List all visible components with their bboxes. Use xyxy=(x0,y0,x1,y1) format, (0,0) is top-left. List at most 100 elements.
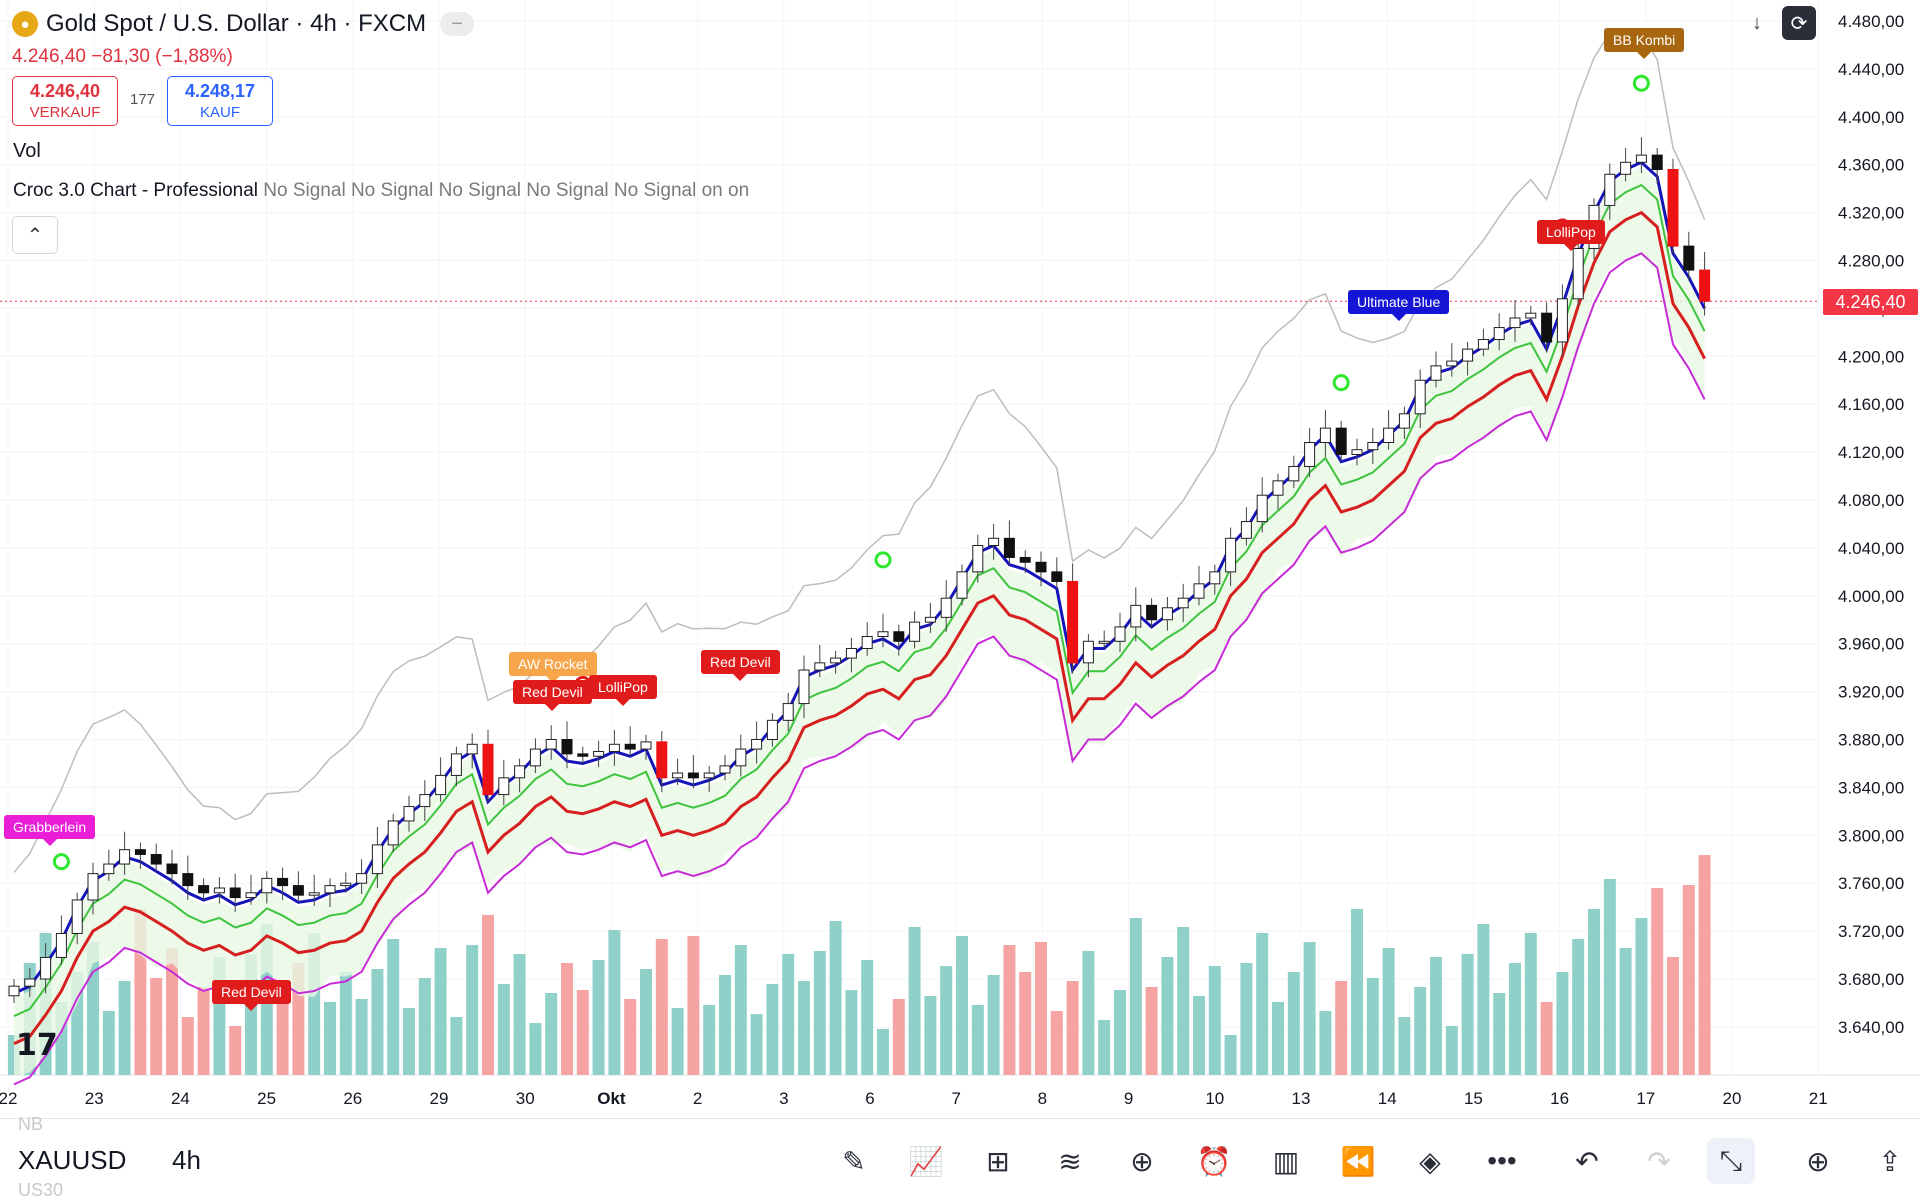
volume-bar xyxy=(1509,963,1521,1075)
volume-bar xyxy=(924,996,937,1075)
volume-bar xyxy=(1351,909,1363,1075)
indicators-icon[interactable]: 📈 xyxy=(908,1145,944,1177)
compare-icon[interactable]: ≋ xyxy=(1058,1145,1082,1177)
symbol-header[interactable]: ● Gold Spot / U.S. Dollar · 4h · FXCM − xyxy=(12,10,475,38)
signal-marker xyxy=(1632,74,1650,92)
signal-marker xyxy=(1332,374,1350,392)
signal-label-red-devil: Red Devil xyxy=(513,680,592,711)
candle-body xyxy=(1430,365,1442,381)
volume-bar xyxy=(971,1005,984,1075)
more-icon[interactable]: ••• xyxy=(1487,1145,1517,1176)
candle-body xyxy=(529,748,541,767)
candle-body xyxy=(213,887,225,894)
volume-bar xyxy=(229,1026,242,1075)
layers-icon[interactable]: ◈ xyxy=(1419,1145,1441,1177)
volume-bar xyxy=(1588,909,1600,1075)
candle-body xyxy=(640,741,652,750)
buy-button[interactable]: 4.248,17 KAUF xyxy=(167,76,273,126)
y-tick-label: 4.280,00 xyxy=(1838,252,1904,271)
candle-body xyxy=(1146,604,1158,621)
chart-settings-button[interactable]: ⟳ xyxy=(1782,6,1816,40)
candle-body xyxy=(245,892,257,899)
volume-bar xyxy=(1208,966,1221,1075)
volume-bar xyxy=(513,954,526,1075)
candle-body xyxy=(877,631,889,638)
add-symbol-icon[interactable]: ⊕ xyxy=(1806,1145,1830,1177)
volume-bar xyxy=(655,939,668,1075)
volume-bar xyxy=(181,1017,194,1075)
candle-body xyxy=(134,849,146,855)
candle-body xyxy=(1304,442,1316,467)
candle-body xyxy=(1572,248,1584,300)
pencil-icon[interactable]: ✎ xyxy=(842,1145,866,1177)
chevron-up-icon: ⌃ xyxy=(26,224,44,247)
volume-bar xyxy=(1603,879,1616,1075)
timeframe-selector[interactable]: 4h xyxy=(172,1145,201,1175)
x-tick-label: 22 xyxy=(0,1089,17,1108)
price-chart[interactable]: 4.480,00 4.440,00 4.400,00 4.360,00 4.320,00… xyxy=(0,0,1920,1118)
symbol-previous[interactable]: NB xyxy=(18,1114,44,1134)
candle-body xyxy=(71,899,83,934)
volume-bar xyxy=(197,987,210,1075)
volume-bar xyxy=(1366,978,1379,1075)
volume-bar xyxy=(403,1008,415,1075)
x-tick-label: 15 xyxy=(1464,1089,1483,1108)
candle-body xyxy=(1509,317,1521,329)
candle-body xyxy=(1193,583,1205,599)
candle-body xyxy=(1019,556,1031,563)
candle-body xyxy=(1082,640,1094,664)
x-tick-label: 13 xyxy=(1292,1089,1311,1108)
sell-label: VERKAUF xyxy=(29,104,101,121)
candle-body xyxy=(1525,312,1537,319)
collapse-legend-button[interactable]: − xyxy=(440,12,475,36)
indicator-legend[interactable]: Croc 3.0 Chart - Professional No Signal … xyxy=(13,180,749,202)
volume-bar xyxy=(1114,990,1126,1075)
symbol-selector[interactable]: XAUUSD xyxy=(18,1145,127,1175)
buy-label: KAUF xyxy=(199,104,240,121)
volume-legend[interactable]: Vol xyxy=(13,140,41,162)
x-tick-label: 7 xyxy=(951,1089,960,1108)
chart-type-icon[interactable]: ▥ xyxy=(1272,1145,1300,1177)
candle-body xyxy=(466,743,478,755)
volume-bar xyxy=(1667,957,1679,1075)
volume-bar xyxy=(545,993,558,1075)
candle-body xyxy=(1383,427,1395,444)
candle-body xyxy=(1651,154,1663,170)
candle-body xyxy=(1351,449,1363,455)
volume-bar xyxy=(529,1023,542,1075)
candle-body xyxy=(1098,640,1110,644)
price-change: 4.246,40 −81,30 (−1,88%) xyxy=(12,46,233,67)
volume-bar xyxy=(1414,987,1427,1075)
volume-bar xyxy=(892,999,905,1075)
volume-bar xyxy=(166,948,178,1075)
redo-icon[interactable]: ↷ xyxy=(1647,1145,1671,1177)
share-icon[interactable]: ⇪ xyxy=(1878,1145,1902,1177)
buy-price: 4.248,17 xyxy=(184,81,256,101)
candle-body xyxy=(751,739,763,750)
fullscreen-exit-icon[interactable]: ⤡ xyxy=(1707,1138,1755,1184)
add-icon[interactable]: ⊕ xyxy=(1130,1145,1154,1177)
candle-body xyxy=(624,743,636,750)
volume-bar xyxy=(687,936,700,1075)
templates-icon[interactable]: ⊞ xyxy=(986,1145,1010,1177)
candle-body xyxy=(340,882,352,887)
candle-body xyxy=(1272,480,1284,496)
volume-bar xyxy=(1082,951,1095,1075)
x-tick-label: 14 xyxy=(1378,1089,1397,1108)
replay-icon[interactable]: ⏪ xyxy=(1340,1145,1376,1177)
volume-bar xyxy=(1287,972,1300,1075)
x-tick-label: 26 xyxy=(343,1089,362,1108)
y-tick-label: 4.440,00 xyxy=(1838,60,1904,79)
candle-body xyxy=(545,739,557,750)
undo-icon[interactable]: ↶ xyxy=(1575,1145,1599,1177)
x-tick-label: 10 xyxy=(1205,1089,1224,1108)
scroll-to-latest-button[interactable]: ↓ xyxy=(1740,6,1774,40)
volume-bar xyxy=(877,1029,889,1075)
candle-body xyxy=(893,631,905,642)
collapse-indicators-button[interactable]: ⌃ xyxy=(12,216,58,254)
sell-button[interactable]: 4.246,40 VERKAUF xyxy=(12,76,118,126)
candle-body xyxy=(1177,597,1189,609)
volume-bar xyxy=(434,948,447,1075)
alert-icon[interactable]: ⏰ xyxy=(1196,1145,1232,1177)
symbol-next[interactable]: US30 xyxy=(18,1180,64,1200)
